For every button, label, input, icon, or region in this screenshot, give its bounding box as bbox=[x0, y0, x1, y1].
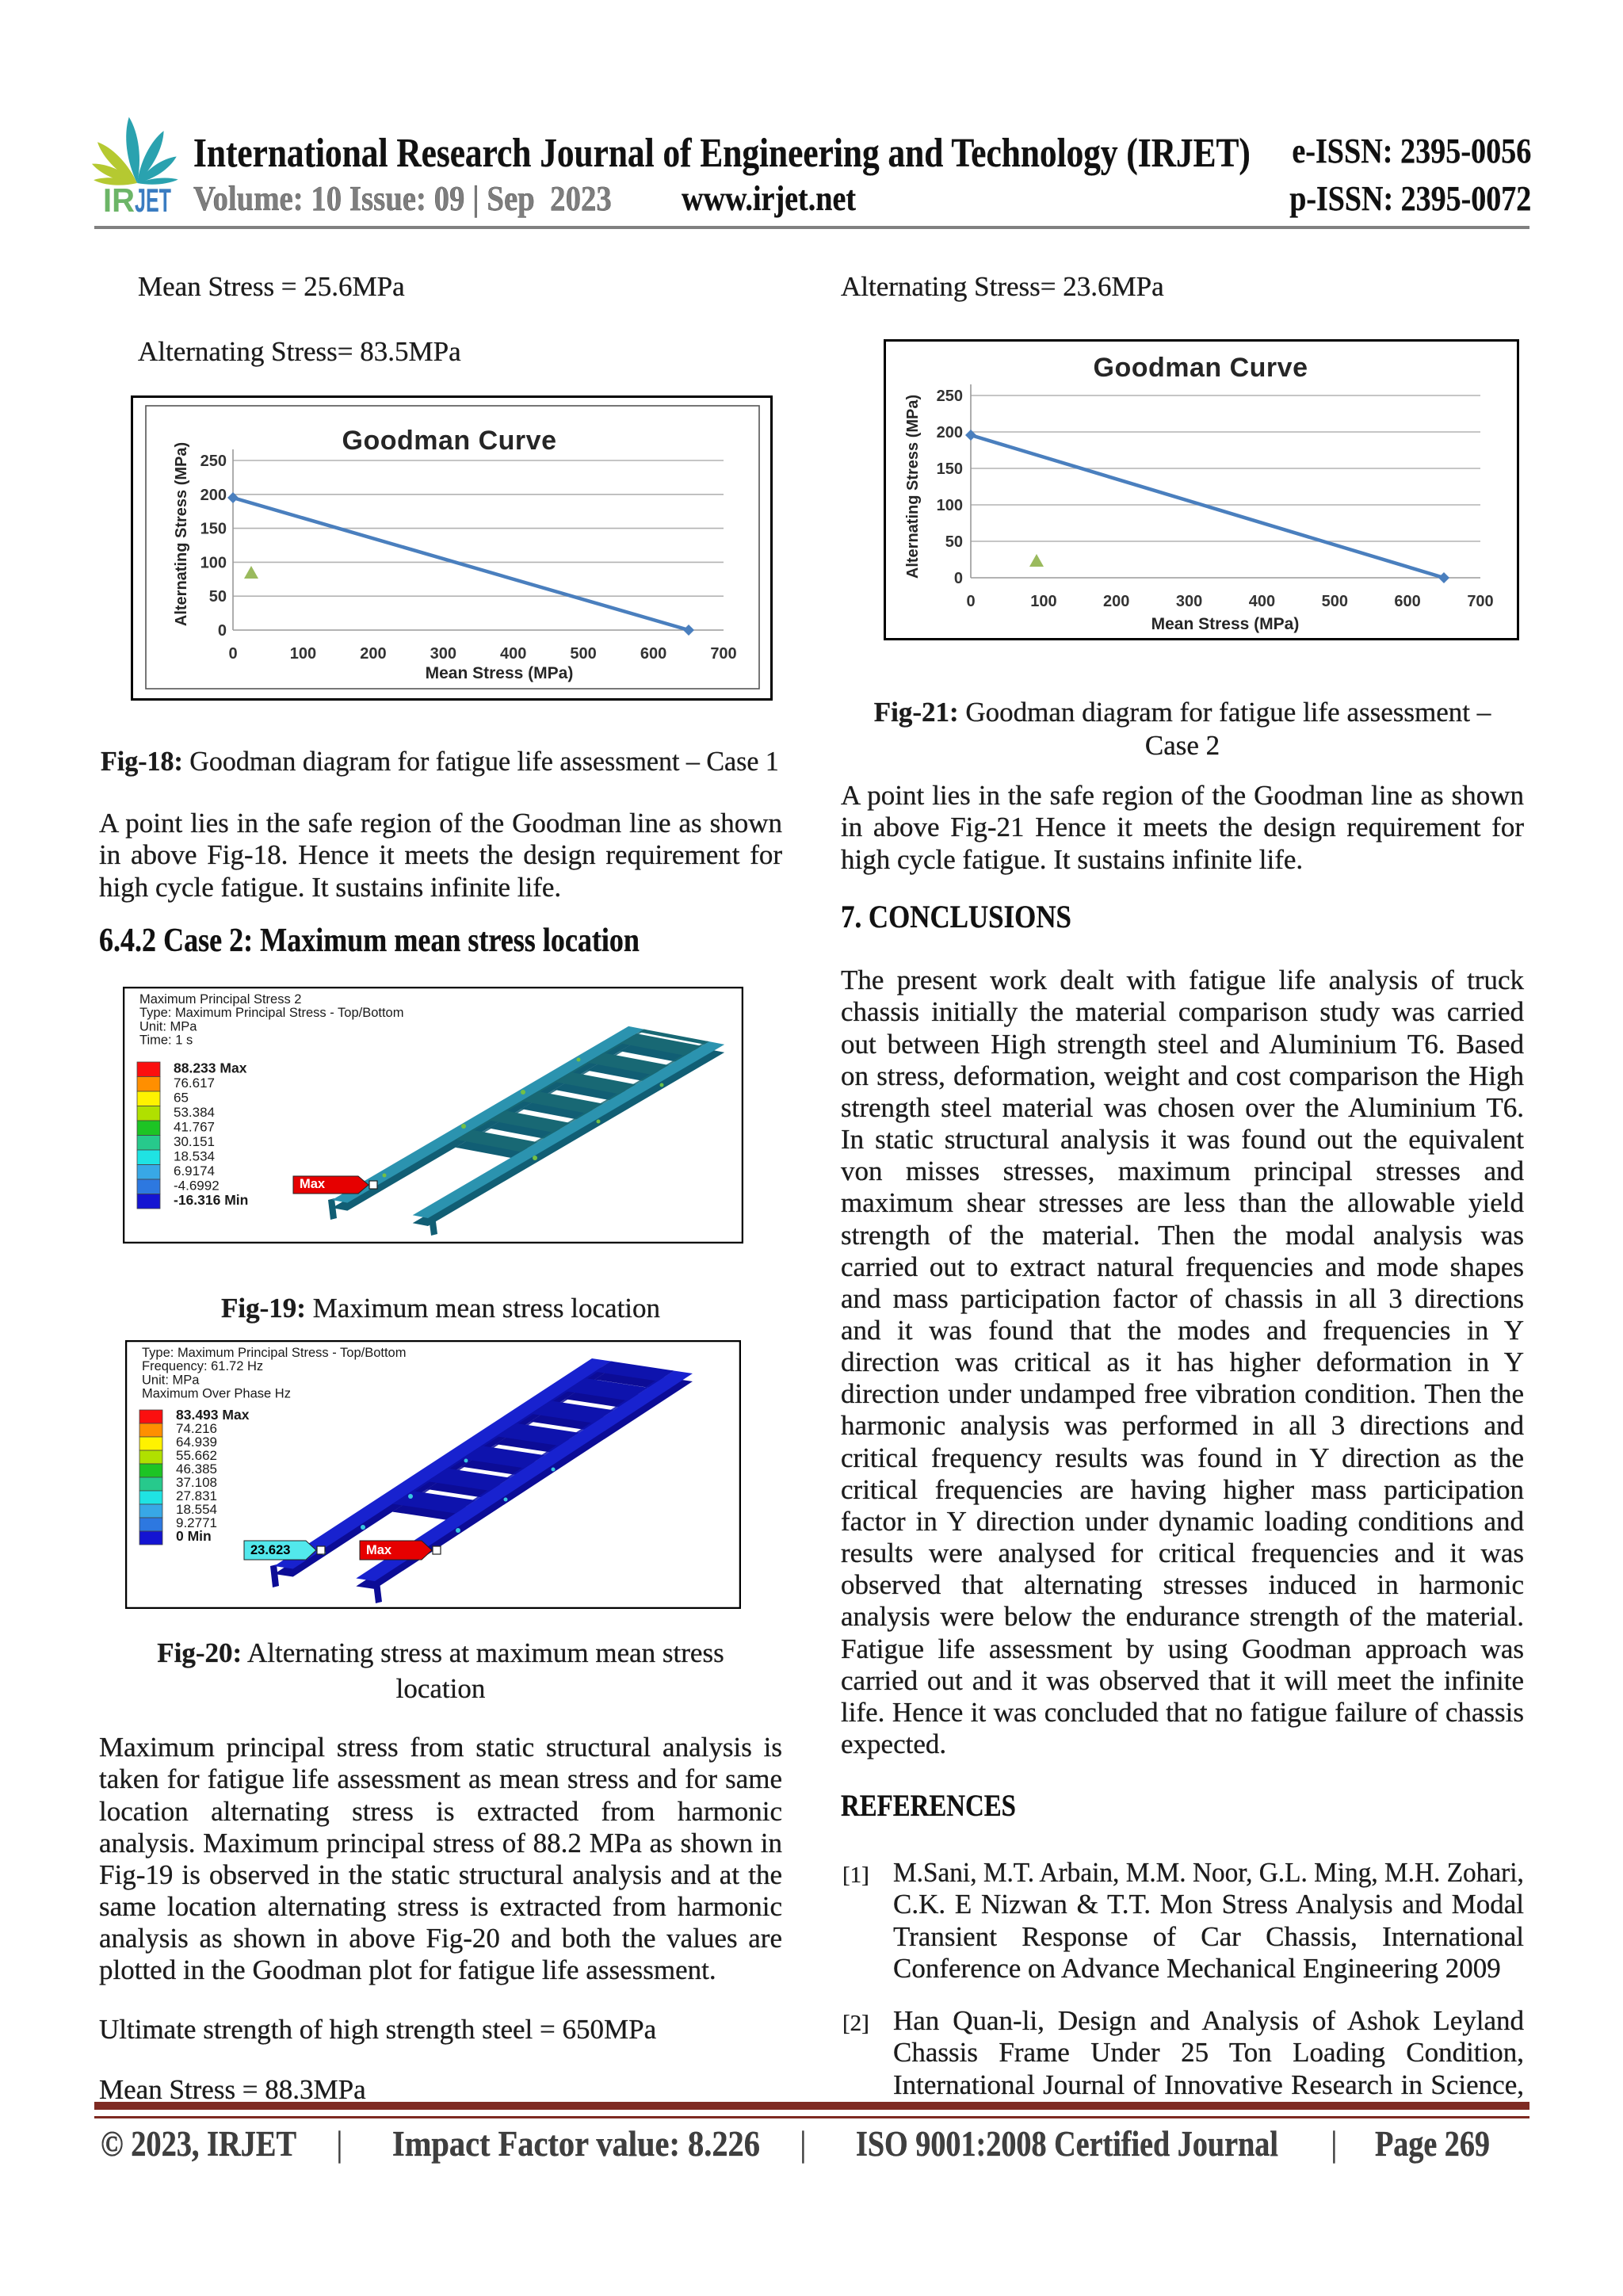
svg-text:200: 200 bbox=[360, 645, 386, 663]
svg-text:Time: 1 s: Time: 1 s bbox=[139, 1033, 193, 1048]
svg-text:0: 0 bbox=[218, 622, 227, 640]
svg-text:55.662: 55.662 bbox=[176, 1448, 217, 1463]
svg-text:Mean Stress (MPa): Mean Stress (MPa) bbox=[426, 664, 574, 682]
svg-text:Alternating Stress (MPa): Alternating Stress (MPa) bbox=[904, 395, 922, 579]
svg-text:100: 100 bbox=[937, 497, 963, 514]
svg-text:9.2771: 9.2771 bbox=[176, 1515, 217, 1530]
svg-text:0: 0 bbox=[228, 645, 237, 663]
svg-text:100: 100 bbox=[200, 554, 227, 571]
svg-text:Max: Max bbox=[366, 1543, 392, 1557]
svg-text:500: 500 bbox=[570, 645, 596, 663]
svg-text:53.384: 53.384 bbox=[174, 1105, 215, 1120]
svg-text:250: 250 bbox=[937, 388, 963, 405]
svg-text:200: 200 bbox=[1103, 593, 1129, 610]
svg-text:Type: Maximum Principal Stress: Type: Maximum Principal Stress - Top/Bot… bbox=[142, 1346, 406, 1360]
svg-text:600: 600 bbox=[1394, 593, 1420, 610]
svg-text:76.617: 76.617 bbox=[174, 1075, 215, 1091]
svg-text:37.108: 37.108 bbox=[176, 1475, 217, 1490]
svg-text:Goodman Curve: Goodman Curve bbox=[342, 426, 557, 456]
svg-text:400: 400 bbox=[500, 645, 526, 663]
svg-text:Goodman Curve: Goodman Curve bbox=[1094, 353, 1308, 383]
svg-text:50: 50 bbox=[209, 588, 227, 606]
svg-text:700: 700 bbox=[710, 645, 736, 663]
svg-text:200: 200 bbox=[937, 424, 963, 441]
svg-text:65: 65 bbox=[174, 1090, 189, 1105]
svg-text:6.9174: 6.9174 bbox=[174, 1163, 215, 1179]
svg-text:150: 150 bbox=[937, 460, 963, 478]
svg-text:100: 100 bbox=[290, 645, 316, 663]
svg-text:23.623: 23.623 bbox=[250, 1543, 290, 1557]
svg-text:88.233 Max: 88.233 Max bbox=[174, 1060, 247, 1075]
svg-text:250: 250 bbox=[200, 453, 227, 470]
svg-text:30.151: 30.151 bbox=[174, 1134, 215, 1149]
svg-text:74.216: 74.216 bbox=[176, 1421, 217, 1436]
svg-text:18.534: 18.534 bbox=[174, 1148, 215, 1163]
svg-text:300: 300 bbox=[430, 645, 456, 663]
svg-text:Unit: MPa: Unit: MPa bbox=[139, 1019, 197, 1033]
svg-text:400: 400 bbox=[1249, 593, 1275, 610]
svg-text:Alternating Stress (MPa): Alternating Stress (MPa) bbox=[173, 442, 190, 626]
svg-text:64.939: 64.939 bbox=[176, 1435, 217, 1450]
svg-text:50: 50 bbox=[945, 533, 963, 551]
svg-text:Maximum Principal Stress 2: Maximum Principal Stress 2 bbox=[139, 992, 301, 1007]
svg-text:0: 0 bbox=[966, 593, 975, 610]
svg-text:300: 300 bbox=[1176, 593, 1202, 610]
svg-text:700: 700 bbox=[1467, 593, 1493, 610]
svg-text:Max: Max bbox=[300, 1177, 326, 1191]
svg-text:150: 150 bbox=[200, 521, 227, 538]
svg-text:Type: Maximum Principal Stress: Type: Maximum Principal Stress - Top/Bot… bbox=[139, 1006, 403, 1020]
svg-text:-4.6992: -4.6992 bbox=[174, 1178, 220, 1193]
svg-text:JET: JET bbox=[135, 181, 171, 219]
svg-text:200: 200 bbox=[200, 487, 227, 504]
svg-text:600: 600 bbox=[640, 645, 666, 663]
svg-text:IR: IR bbox=[103, 181, 135, 219]
svg-text:Maximum Over Phase Hz: Maximum Over Phase Hz bbox=[142, 1387, 291, 1401]
svg-text:46.385: 46.385 bbox=[176, 1461, 217, 1477]
svg-text:27.831: 27.831 bbox=[176, 1488, 217, 1503]
svg-text:0 Min: 0 Min bbox=[176, 1528, 212, 1544]
svg-text:83.493 Max: 83.493 Max bbox=[176, 1407, 250, 1423]
svg-text:41.767: 41.767 bbox=[174, 1119, 215, 1134]
svg-text:0: 0 bbox=[954, 570, 963, 587]
svg-text:-16.316 Min: -16.316 Min bbox=[174, 1192, 248, 1208]
svg-text:500: 500 bbox=[1322, 593, 1348, 610]
svg-text:Mean Stress (MPa): Mean Stress (MPa) bbox=[1151, 615, 1300, 633]
svg-text:Frequency: 61.72 Hz: Frequency: 61.72 Hz bbox=[142, 1359, 263, 1373]
svg-text:100: 100 bbox=[1030, 593, 1056, 610]
svg-text:Unit: MPa: Unit: MPa bbox=[142, 1373, 200, 1387]
svg-text:18.554: 18.554 bbox=[176, 1502, 217, 1517]
